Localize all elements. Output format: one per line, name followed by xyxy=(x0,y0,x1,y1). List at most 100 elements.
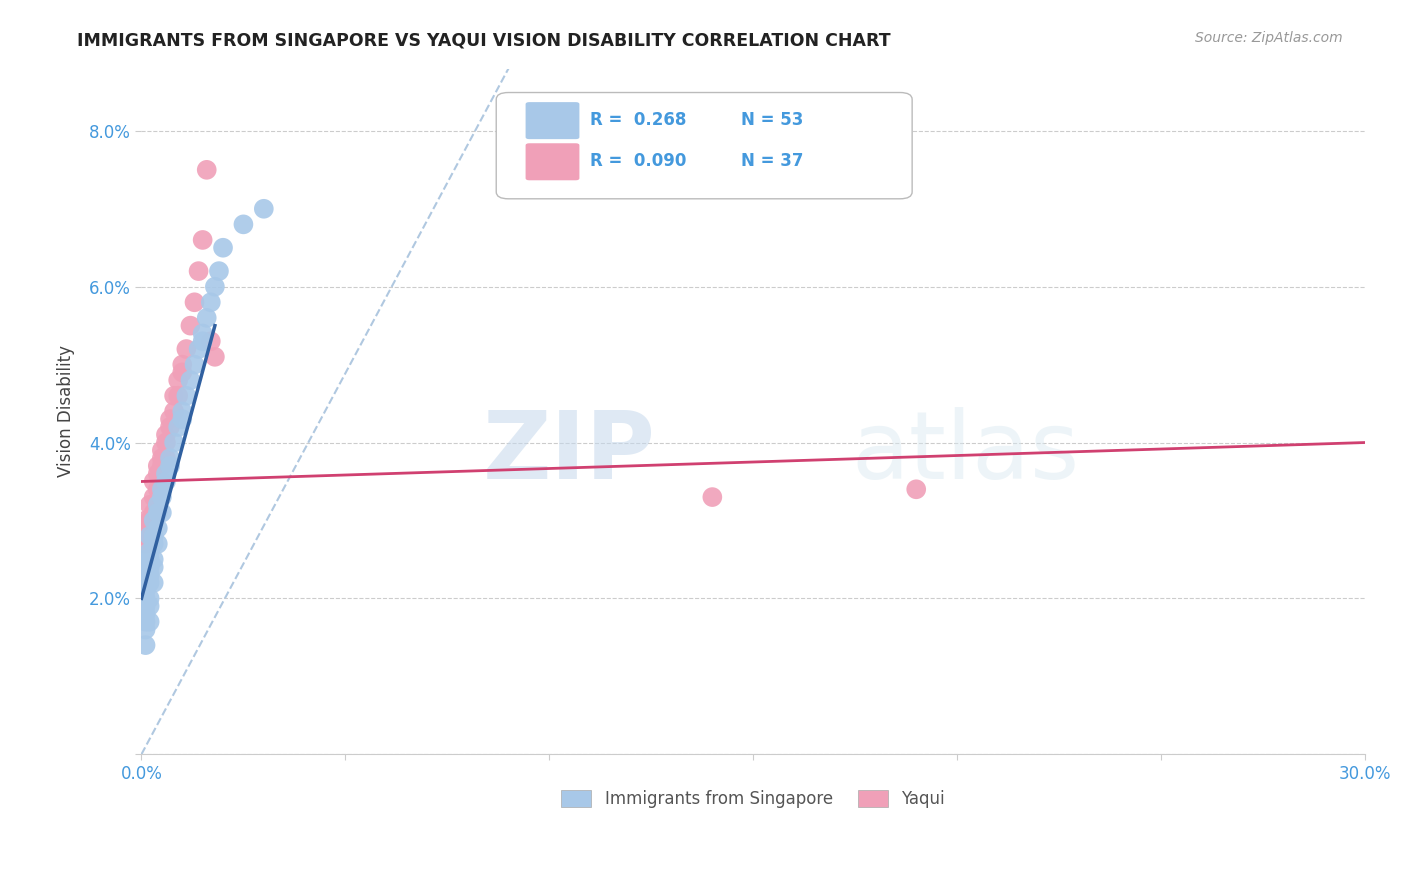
Point xyxy=(138,560,160,574)
Point xyxy=(167,373,190,387)
Point xyxy=(135,537,157,551)
Point xyxy=(176,389,198,403)
Point xyxy=(702,490,724,504)
Point xyxy=(172,412,194,426)
Point xyxy=(155,475,177,489)
Point xyxy=(135,615,157,629)
Point xyxy=(232,218,254,232)
Point xyxy=(253,202,276,216)
Point xyxy=(138,529,160,543)
Point xyxy=(163,389,186,403)
Point xyxy=(138,513,160,527)
Point xyxy=(146,537,169,551)
Point xyxy=(179,318,201,333)
Point xyxy=(138,498,160,512)
Text: N = 53: N = 53 xyxy=(741,111,803,129)
Point xyxy=(150,475,173,489)
Point xyxy=(138,521,160,535)
Point xyxy=(146,498,169,512)
Point xyxy=(159,451,181,466)
Point xyxy=(138,599,160,614)
Point xyxy=(142,490,165,504)
Point xyxy=(172,365,194,379)
Text: N = 37: N = 37 xyxy=(741,153,803,170)
Point xyxy=(135,623,157,637)
Text: IMMIGRANTS FROM SINGAPORE VS YAQUI VISION DISABILITY CORRELATION CHART: IMMIGRANTS FROM SINGAPORE VS YAQUI VISIO… xyxy=(77,31,891,49)
Point xyxy=(142,575,165,590)
Point xyxy=(150,490,173,504)
Point xyxy=(135,638,157,652)
Point xyxy=(146,506,169,520)
Point xyxy=(138,568,160,582)
Point xyxy=(176,342,198,356)
Point xyxy=(167,420,190,434)
Point xyxy=(155,427,177,442)
Point xyxy=(155,451,177,466)
Point xyxy=(191,233,214,247)
Point xyxy=(150,458,173,473)
Point xyxy=(212,241,235,255)
Point xyxy=(905,483,928,497)
Point xyxy=(159,420,181,434)
Point xyxy=(179,373,201,387)
Point xyxy=(150,506,173,520)
Point xyxy=(155,467,177,481)
Point xyxy=(142,529,165,543)
Point xyxy=(138,575,160,590)
Point xyxy=(195,310,218,325)
Point xyxy=(146,483,169,497)
Point xyxy=(200,295,222,310)
Point xyxy=(135,607,157,621)
Y-axis label: Vision Disability: Vision Disability xyxy=(58,345,75,477)
Point xyxy=(142,506,165,520)
Point xyxy=(167,389,190,403)
Text: atlas: atlas xyxy=(851,407,1080,499)
Point xyxy=(135,583,157,598)
Point xyxy=(135,599,157,614)
Point xyxy=(191,326,214,341)
Point xyxy=(191,334,214,349)
Legend: Immigrants from Singapore, Yaqui: Immigrants from Singapore, Yaqui xyxy=(555,783,952,814)
Point xyxy=(172,358,194,372)
Point xyxy=(146,458,169,473)
Point xyxy=(208,264,231,278)
FancyBboxPatch shape xyxy=(526,102,579,139)
Point xyxy=(159,412,181,426)
Point xyxy=(155,435,177,450)
Point xyxy=(187,264,209,278)
Point xyxy=(159,458,181,473)
Point xyxy=(142,552,165,566)
Point xyxy=(138,615,160,629)
Point xyxy=(142,475,165,489)
FancyBboxPatch shape xyxy=(496,93,912,199)
Point xyxy=(135,591,157,606)
Point xyxy=(187,342,209,356)
Point xyxy=(204,350,226,364)
Text: ZIP: ZIP xyxy=(482,407,655,499)
Point xyxy=(204,279,226,293)
Point xyxy=(135,575,157,590)
Point xyxy=(135,513,157,527)
Point xyxy=(135,568,157,582)
Text: R =  0.090: R = 0.090 xyxy=(591,153,686,170)
Point xyxy=(183,358,205,372)
Point xyxy=(135,529,157,543)
Text: R =  0.268: R = 0.268 xyxy=(591,111,686,129)
Point xyxy=(195,162,218,177)
Point xyxy=(135,552,157,566)
Point xyxy=(142,560,165,574)
Point xyxy=(150,483,173,497)
Point xyxy=(142,537,165,551)
Point xyxy=(172,404,194,418)
Point xyxy=(150,443,173,458)
Point xyxy=(142,513,165,527)
Point xyxy=(150,451,173,466)
Point xyxy=(146,521,169,535)
Point xyxy=(146,467,169,481)
Point xyxy=(138,544,160,558)
Point xyxy=(183,295,205,310)
Point xyxy=(138,591,160,606)
Point xyxy=(138,552,160,566)
Text: Source: ZipAtlas.com: Source: ZipAtlas.com xyxy=(1195,31,1343,45)
Point xyxy=(200,334,222,349)
